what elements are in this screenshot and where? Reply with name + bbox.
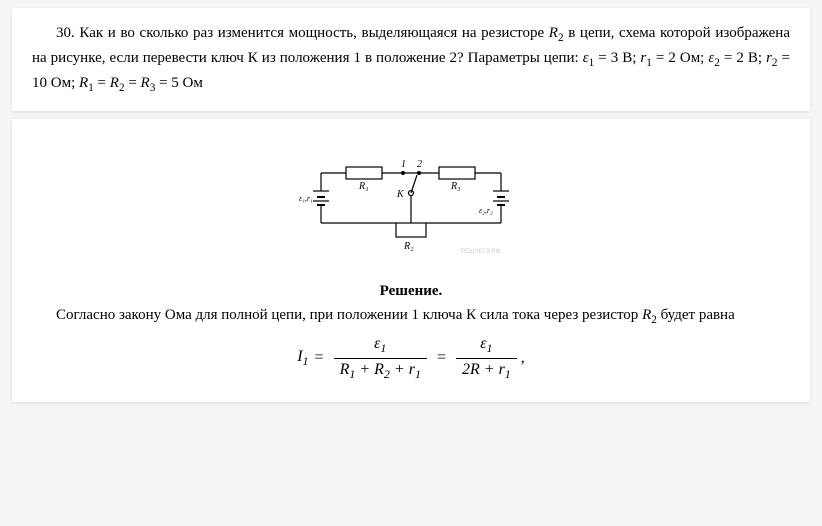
label-R3: R₃ <box>450 181 461 192</box>
circuit-svg: ε₁,r₁ ε₂,r₂ R₁ R₃ 1 2 K <box>291 153 531 268</box>
fraction-1: ε1 R1 + R2 + r1 <box>334 335 427 382</box>
label-eps2r2: ε₂,r₂ <box>479 206 493 215</box>
eq-4: = <box>778 50 790 66</box>
solution-title: Решение. <box>32 283 790 300</box>
val-r2: 10 Ом; <box>32 75 79 91</box>
val-eps2: 2 В; <box>736 50 766 66</box>
f-num2-sub: 1 <box>487 341 493 355</box>
problem-statement: 30. Как и во сколько раз изменится мощно… <box>32 22 790 97</box>
eq-1: = <box>594 50 610 66</box>
problem-text-1: Как и во сколько раз изменится мощность,… <box>79 25 548 41</box>
f-d1a: R <box>340 361 350 378</box>
eq-7: = <box>155 75 171 91</box>
val-R: 5 Ом <box>171 75 203 91</box>
eq-6: = <box>125 75 141 91</box>
circuit-diagram: ε₁,r₁ ε₂,r₂ R₁ R₃ 1 2 K <box>32 153 790 273</box>
f-comma: , <box>521 349 525 367</box>
f-d2p: + <box>480 361 499 378</box>
label-pos2: 2 <box>417 159 422 170</box>
label-R1: R₁ <box>358 181 369 192</box>
f-num1-sub: 1 <box>380 341 386 355</box>
sol-R2: R <box>642 307 651 323</box>
label-pos1: 1 <box>401 159 406 170</box>
solution-text: Согласно закону Ома для полной цепи, при… <box>32 304 790 329</box>
problem-number: 30. <box>56 25 75 41</box>
eq-2: = <box>652 50 668 66</box>
watermark: РЕШУЕГЭ.РФ <box>461 249 500 255</box>
val-eps1: 3 В; <box>611 50 641 66</box>
eq-5: = <box>94 75 110 91</box>
var-R2: R <box>549 25 558 41</box>
fraction-2: ε1 2R + r1 <box>456 335 517 382</box>
f-d1b: R <box>374 361 384 378</box>
f-eq2: = <box>437 349 446 367</box>
f-d1p1: + <box>355 361 374 378</box>
var-R1: R <box>79 75 88 91</box>
formula: I1 = ε1 R1 + R2 + r1 = ε1 2R + r1 , <box>32 335 790 382</box>
f-d1c-sub: 1 <box>415 367 421 381</box>
sol-text-1: Согласно закону Ома для полной цепи, при… <box>56 307 642 323</box>
f-d2a: 2R <box>462 361 480 378</box>
sol-text-end: будет равна <box>657 307 735 323</box>
f-I-sub: 1 <box>303 354 309 368</box>
f-d2b-sub: 1 <box>505 367 511 381</box>
eq-3: = <box>720 50 736 66</box>
solution-card: ε₁,r₁ ε₂,r₂ R₁ R₃ 1 2 K <box>12 119 810 402</box>
val-r1: 2 Ом; <box>668 50 708 66</box>
label-R2: R₂ <box>403 241 414 252</box>
f-d1p2: + <box>390 361 409 378</box>
label-eps1r1: ε₁,r₁ <box>299 194 313 203</box>
f-eq1: = <box>315 349 324 367</box>
problem-card: 30. Как и во сколько раз изменится мощно… <box>12 8 810 111</box>
var-R3: R <box>141 75 150 91</box>
label-K: K <box>396 189 405 200</box>
var-R2b: R <box>110 75 119 91</box>
